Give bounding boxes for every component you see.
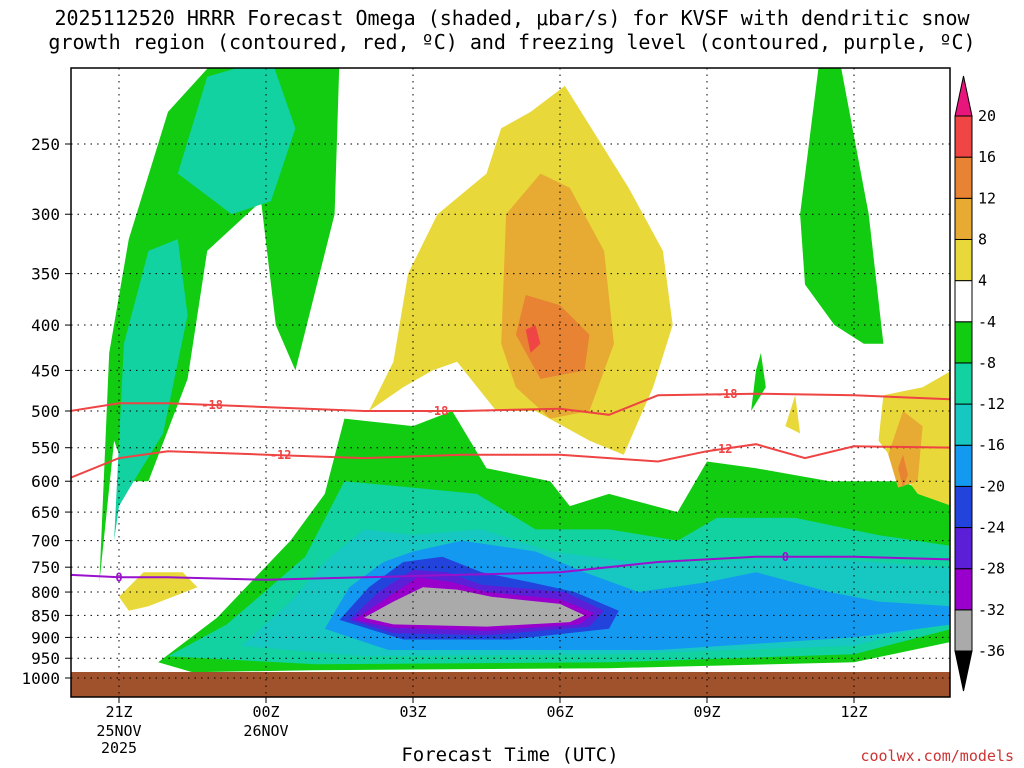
x-tick-label-03Z: 03Z	[399, 703, 426, 721]
ground-surface	[71, 672, 950, 697]
y-tick-label-400: 400	[31, 316, 60, 335]
colorbar-segment-4	[954, 444, 973, 487]
y-tick-label-600: 600	[31, 472, 60, 491]
colorbar-segment-9	[954, 238, 973, 282]
contour-label-0-0: 0	[115, 570, 122, 584]
x-tick-sublabel-00Z-0: 26NOV	[243, 722, 288, 740]
y-tick-label-750: 750	[31, 558, 60, 577]
colorbar-label-13: 20	[978, 107, 996, 125]
y-tick-label-450: 450	[31, 361, 60, 380]
x-tick-label-12Z: 12Z	[840, 703, 867, 721]
plot-frame	[70, 67, 951, 698]
x-axis-label: Forecast Time (UTC)	[401, 744, 619, 766]
y-tick-label-850: 850	[31, 606, 60, 625]
colorbar-label-3: -24	[978, 519, 1005, 537]
omega-region-0	[99, 68, 340, 583]
temperature-contours: -18 -18 -18 -12 -12 0 0	[71, 387, 950, 584]
omega-region-2	[177, 68, 296, 215]
colorbar-min-arrow	[954, 650, 973, 692]
colorbar-label-10: 8	[978, 230, 987, 248]
x-tick-label-21Z: 21Z	[105, 703, 132, 721]
colorbar-label-12: 16	[978, 148, 996, 166]
y-tick-label-650: 650	[31, 503, 60, 522]
contour-line-2	[71, 555, 950, 581]
colorbar-label-1: -32	[978, 601, 1005, 619]
omega-region-20	[119, 572, 198, 611]
colorbar-segment-7	[954, 321, 973, 364]
omega-shading	[99, 68, 950, 673]
chart-title: 2025112520 HRRR Forecast Omega (shaded, …	[0, 6, 1024, 54]
colorbar: -36 -32 -28 -24 -20 -16 -12 -8 -4 4 8 12 16 20	[954, 75, 1005, 692]
y-tick-label-1000: 1000	[21, 669, 60, 688]
y-axis: 250 300 350 400 450 500 550 600 650 700 750 800 850 9…	[21, 135, 71, 688]
omega-region-12	[364, 587, 585, 627]
colorbar-segment-2	[954, 527, 973, 570]
colorbar-label-11: 12	[978, 189, 996, 207]
y-tick-label-500: 500	[31, 402, 60, 421]
colorbar-segment-6	[954, 362, 973, 405]
colorbar-segment-12	[954, 115, 973, 158]
colorbar-label-0: -36	[978, 642, 1005, 660]
title-line-1: 2025112520 HRRR Forecast Omega (shaded, …	[54, 6, 970, 30]
colorbar-segment-8	[954, 280, 973, 323]
y-tick-label-250: 250	[31, 135, 60, 154]
y-tick-label-550: 550	[31, 439, 60, 458]
y-tick-label-700: 700	[31, 532, 60, 551]
omega-region-16	[525, 325, 541, 353]
x-tick-sublabel-21Z-0: 25NOV	[96, 722, 141, 740]
x-tick-sublabel-21Z-1: 2025	[101, 739, 137, 757]
colorbar-segment-10	[954, 197, 973, 240]
contour-label--12-0: -12	[270, 448, 292, 462]
omega-region-15	[515, 295, 590, 379]
colorbar-label-7: -8	[978, 354, 996, 372]
colorbar-label-4: -20	[978, 477, 1005, 495]
contour-line-0	[71, 392, 950, 416]
contour-label--18-2: -18	[716, 387, 738, 401]
x-tick-label-06Z: 06Z	[546, 703, 573, 721]
colorbar-segment-0	[954, 609, 973, 652]
y-tick-label-800: 800	[31, 583, 60, 602]
omega-region-18	[888, 411, 923, 488]
y-tick-label-300: 300	[31, 205, 60, 224]
contour-label--18-0: -18	[201, 398, 223, 412]
colorbar-label-8: -4	[978, 313, 996, 331]
y-tick-label-350: 350	[31, 265, 60, 284]
contour-label--12-1: -12	[711, 442, 733, 456]
omega-region-21	[785, 395, 801, 434]
colorbar-segment-11	[954, 156, 973, 199]
contour-label--18-1: -18	[427, 404, 449, 418]
omega-region-3	[800, 68, 884, 344]
x-tick-label-09Z: 09Z	[693, 703, 720, 721]
colorbar-max-arrow	[954, 75, 973, 117]
colorbar-segment-5	[954, 403, 973, 446]
x-tick-label-00Z: 00Z	[252, 703, 279, 721]
grid-lines	[71, 68, 950, 697]
omega-region-19	[898, 454, 908, 488]
colorbar-label-5: -16	[978, 436, 1005, 454]
y-tick-label-900: 900	[31, 628, 60, 647]
y-tick-label-950: 950	[31, 649, 60, 668]
colorbar-segment-1	[954, 568, 973, 611]
credit-text[interactable]: coolwx.com/models	[860, 747, 1014, 765]
colorbar-label-9: 4	[978, 272, 987, 290]
omega-region-1	[114, 239, 188, 541]
omega-region-4	[751, 352, 766, 411]
title-line-2: growth region (contoured, red, ºC) and f…	[48, 30, 976, 54]
colorbar-segment-3	[954, 485, 973, 529]
contour-label-0-1: 0	[782, 550, 789, 564]
colorbar-label-6: -12	[978, 395, 1005, 413]
colorbar-label-2: -28	[978, 560, 1005, 578]
contour-line-1	[71, 443, 950, 479]
